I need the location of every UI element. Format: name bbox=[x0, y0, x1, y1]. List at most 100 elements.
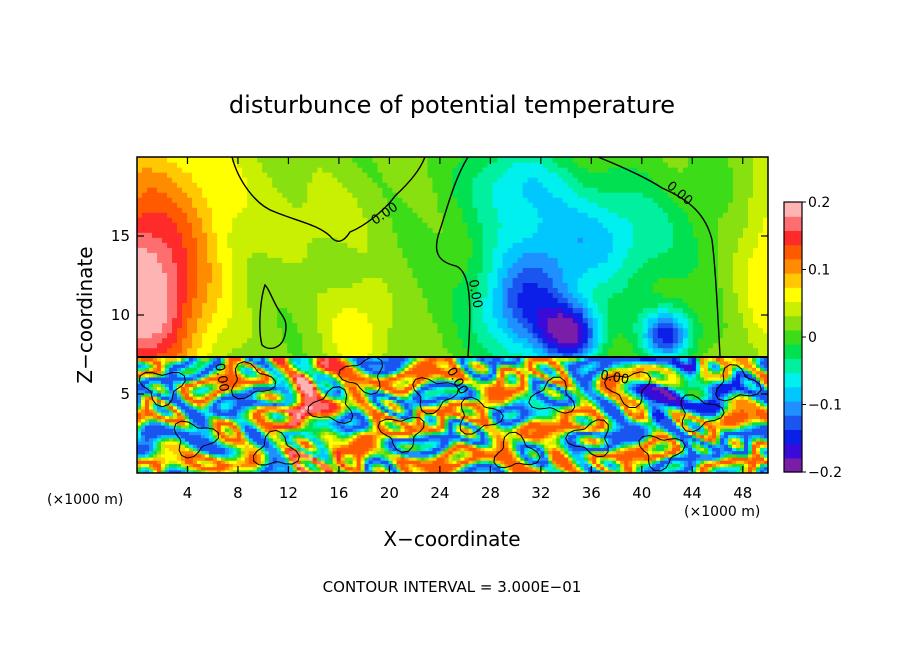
field-cell bbox=[722, 262, 729, 268]
field-cell bbox=[547, 187, 554, 193]
field-cell bbox=[682, 277, 689, 284]
field-cell bbox=[447, 172, 454, 178]
field-cell bbox=[402, 247, 409, 253]
field-cell bbox=[422, 307, 429, 314]
field-cell bbox=[512, 172, 519, 178]
field-cell bbox=[517, 297, 524, 304]
field-cell bbox=[277, 157, 283, 163]
field-cell bbox=[232, 317, 238, 324]
field-cell bbox=[642, 352, 649, 357]
field-cell bbox=[567, 232, 574, 238]
field-cell bbox=[677, 237, 684, 243]
field-cell bbox=[752, 227, 759, 233]
field-cell bbox=[577, 332, 584, 339]
field-cell bbox=[577, 282, 584, 289]
field-cell bbox=[637, 172, 644, 178]
field-cell bbox=[502, 322, 509, 329]
field-cell bbox=[587, 187, 594, 193]
field-cell bbox=[237, 282, 243, 289]
field-cell bbox=[397, 317, 404, 324]
field-cell bbox=[667, 167, 674, 173]
field-cell bbox=[442, 232, 449, 238]
field-cell bbox=[347, 192, 353, 198]
field-cell bbox=[222, 337, 228, 344]
field-cell bbox=[377, 267, 383, 273]
field-cell bbox=[537, 237, 544, 243]
field-cell bbox=[492, 217, 499, 223]
field-cell bbox=[457, 212, 464, 218]
field-cell bbox=[727, 227, 734, 233]
field-cell bbox=[157, 172, 163, 178]
field-cell bbox=[467, 167, 474, 173]
field-cell bbox=[527, 327, 534, 334]
field-cell bbox=[437, 307, 444, 314]
field-cell bbox=[527, 217, 534, 223]
field-cell bbox=[672, 212, 679, 218]
field-cell bbox=[722, 272, 729, 278]
field-cell bbox=[707, 312, 714, 319]
field-cell bbox=[457, 327, 464, 334]
field-cell bbox=[202, 212, 208, 218]
field-cell bbox=[432, 162, 439, 168]
field-cell bbox=[407, 322, 414, 329]
field-cell bbox=[622, 287, 629, 294]
field-cell bbox=[442, 207, 449, 213]
field-cell bbox=[497, 242, 504, 248]
field-cell bbox=[277, 217, 283, 223]
field-cell bbox=[462, 257, 469, 263]
field-cell bbox=[352, 322, 358, 329]
field-cell bbox=[412, 207, 419, 213]
field-cell bbox=[432, 237, 439, 243]
field-cell bbox=[382, 227, 388, 233]
field-cell bbox=[497, 272, 504, 278]
field-cell bbox=[667, 232, 674, 238]
field-cell bbox=[467, 252, 474, 258]
field-cell bbox=[382, 177, 388, 183]
field-cell bbox=[727, 187, 734, 193]
field-cell bbox=[427, 217, 434, 223]
field-cell bbox=[327, 287, 333, 294]
field-cell bbox=[582, 222, 589, 228]
field-cell bbox=[752, 242, 759, 248]
field-cell bbox=[357, 207, 363, 213]
field-cell bbox=[342, 232, 348, 238]
field-cell bbox=[502, 277, 509, 284]
field-cell bbox=[342, 197, 348, 203]
field-cell bbox=[742, 337, 749, 344]
field-cell bbox=[712, 347, 719, 354]
field-cell bbox=[327, 202, 333, 208]
field-cell bbox=[582, 262, 589, 268]
field-cell bbox=[392, 257, 399, 263]
field-cell bbox=[502, 262, 509, 268]
field-cell bbox=[237, 347, 243, 354]
field-cell bbox=[757, 262, 764, 268]
field-cell bbox=[297, 282, 303, 289]
field-cell bbox=[447, 307, 454, 314]
field-cell bbox=[747, 282, 754, 289]
field-cell bbox=[157, 217, 163, 223]
field-cell bbox=[347, 317, 353, 324]
field-cell bbox=[232, 232, 238, 238]
field-cell bbox=[712, 252, 719, 258]
field-cell bbox=[547, 252, 554, 258]
field-cell bbox=[312, 187, 318, 193]
field-cell bbox=[747, 172, 754, 178]
field-cell bbox=[487, 162, 494, 168]
field-cell bbox=[442, 287, 449, 294]
field-cell bbox=[522, 267, 529, 273]
field-cell bbox=[602, 197, 609, 203]
field-cell bbox=[442, 247, 449, 253]
field-cell bbox=[197, 347, 203, 354]
field-cell bbox=[232, 297, 238, 304]
field-cell bbox=[622, 177, 629, 183]
field-cell bbox=[542, 297, 549, 304]
field-cell bbox=[732, 287, 739, 294]
field-cell bbox=[502, 327, 509, 334]
field-cell bbox=[317, 332, 323, 339]
field-cell bbox=[537, 242, 544, 248]
field-cell bbox=[682, 347, 689, 354]
field-cell bbox=[652, 287, 659, 294]
field-cell bbox=[462, 217, 469, 223]
field-cell bbox=[557, 167, 564, 173]
field-cell bbox=[232, 347, 238, 354]
